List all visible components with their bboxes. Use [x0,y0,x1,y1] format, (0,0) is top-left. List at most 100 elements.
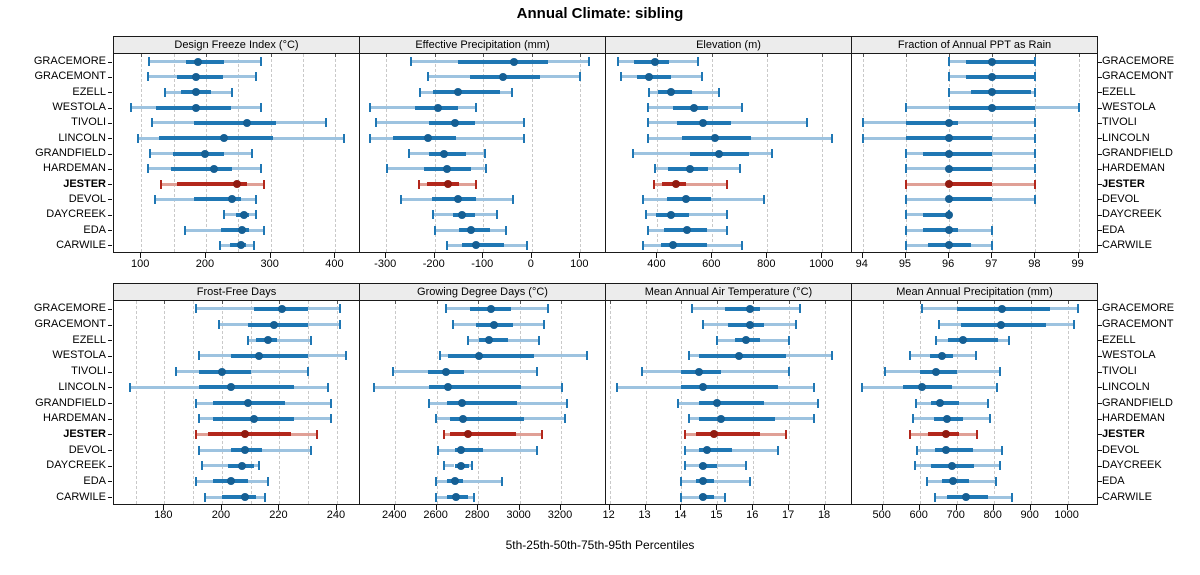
whisker-high [774,417,815,421]
panel-plot [605,301,851,505]
whisker-high [717,464,747,468]
whisker-cap-high [586,351,589,361]
whisker-low [884,370,920,374]
axis-tick-top [478,301,480,304]
whisker-cap-high [1034,133,1037,143]
median-dot [467,226,476,235]
axis-tick [904,253,906,258]
row-tick-left [108,497,112,499]
whisker-low [452,323,477,327]
whisker-high [707,228,728,232]
station-label-left: LINCOLN [58,131,106,144]
station-label-left: HARDEMAN [43,162,106,175]
axis-tick-top [992,54,994,57]
whisker-cap-low [445,304,448,314]
station-label-right: GRACEMONT [1102,318,1174,331]
whisker-cap-high [788,335,791,345]
whisker-cap-low [687,414,690,424]
row-tick-left [108,138,112,140]
whisker-cap-high [259,57,262,67]
iqr-box [221,495,257,500]
whisker-low [374,385,429,389]
axis-tick-top [519,301,521,304]
whisker-cap-low [136,133,139,143]
whisker-cap-high [338,320,341,330]
whisker-cap-high [1007,335,1010,345]
median-dot [713,399,722,407]
axis-tick [881,505,883,510]
whisker-high [968,479,997,483]
axis-tick [477,505,479,510]
whisker-high [548,60,589,64]
iqr-box [902,385,952,390]
station-label-right: CARWILE [1102,238,1152,251]
whisker-high [520,385,562,389]
median-dot [263,336,272,345]
median-dot [745,304,754,313]
row-tick-right [1098,184,1102,186]
station-label-right: LINCOLN [1102,131,1150,144]
axis-tick [530,253,532,258]
tick-label: 100 [131,258,150,270]
whisker-cap-high [315,429,318,439]
whisker-cap-low [676,398,679,408]
whisker-high [1031,90,1036,94]
station-label-left: TIVOLI [71,116,106,129]
whisker-low [204,495,222,499]
tick-label: 900 [1020,509,1039,521]
station-label-right: CARWILE [1102,490,1152,503]
whisker-high [760,307,800,311]
whisker-low [161,182,178,186]
whisker-cap-high [259,103,262,113]
whisker-low [443,464,455,468]
whisker-cap-low [183,225,186,235]
whisker-cap-low [909,429,912,439]
whisker-low [927,479,942,483]
whisker-high [760,432,786,436]
median-dot [450,477,459,486]
axis-tick-top [164,301,166,304]
axis-tick [435,505,437,510]
whisker-cap-low [223,210,226,220]
axis-tick [579,253,581,258]
station-label-right: DEVOL [1102,443,1140,456]
gridline [882,301,884,504]
whisker-cap-low [654,164,657,174]
iqr-box [970,90,1032,95]
median-dot [943,414,952,423]
row-tick-left [108,450,112,452]
station-label-left: GRACEMORE [33,55,106,68]
whisker-cap-high [566,398,569,408]
whisker-cap-low [203,492,206,502]
tick-label: 2800 [464,509,490,521]
median-dot [716,414,725,423]
tick-label: 16 [746,509,759,521]
gridline [386,54,388,252]
whisker-cap-low [375,118,378,128]
panel-title: Fraction of Annual PPT as Rain [897,39,1052,51]
median-dot [698,493,707,502]
whisker-cap-low [909,351,912,361]
whisker-cap-high [560,382,563,392]
axis-tick [278,505,280,510]
row-tick-left [108,245,112,247]
median-dot [699,118,708,127]
station-label-left: GRACEMONT [34,70,107,83]
whisker-cap-high [996,382,998,392]
whisker-low [939,323,962,327]
median-dot [456,446,465,455]
whisker-low [702,323,729,327]
whisker-cap-low [716,335,719,345]
whisker-cap-low [680,492,683,502]
whisker-cap-low [368,133,371,143]
whisker-low [905,106,950,110]
whisker-cap-high [999,367,1002,377]
iqr-box [177,74,223,79]
panel-plot [851,54,1098,253]
whisker-cap-low [860,382,863,392]
whisker-cap-high [500,476,503,486]
row-tick-left [108,387,112,389]
median-dot [486,304,495,313]
whisker-low [467,338,480,342]
